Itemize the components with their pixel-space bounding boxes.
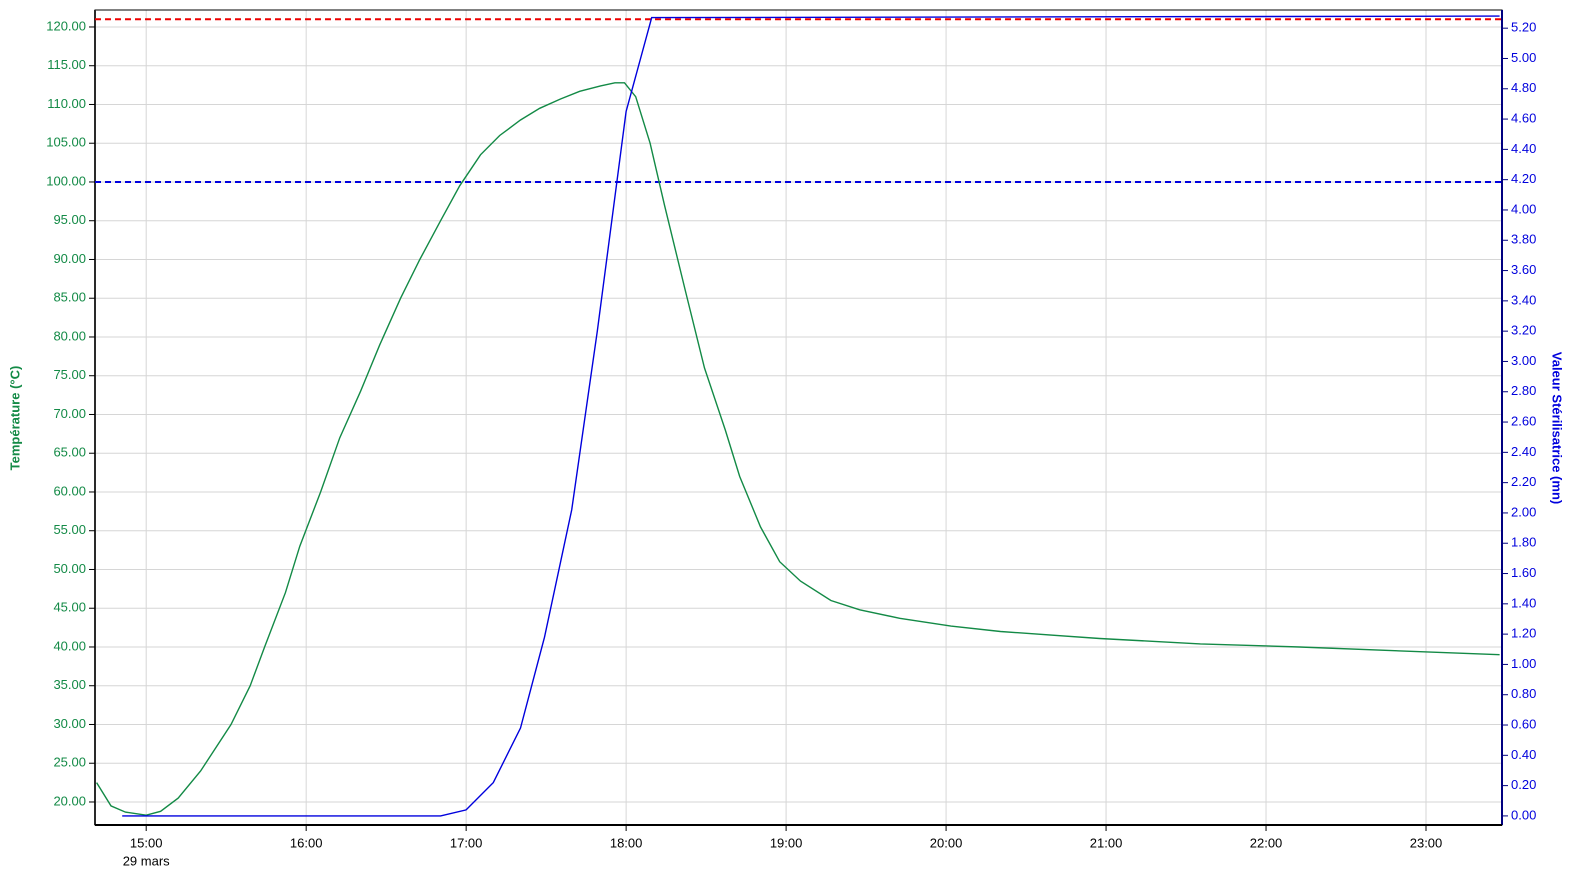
x-tick-label: 15:00: [130, 835, 163, 850]
y2-tick-label: 0.20: [1511, 777, 1536, 792]
y-tick-label: 20.00: [53, 793, 86, 808]
x-tick-label: 19:00: [770, 835, 803, 850]
y2-tick-label: 4.20: [1511, 171, 1536, 186]
y-axis-title: Température (°C): [7, 366, 22, 471]
y2-tick-label: 0.00: [1511, 807, 1536, 822]
y-tick-label: 120.00: [46, 18, 86, 33]
x-tick-label: 21:00: [1090, 835, 1123, 850]
y2-tick-label: 4.00: [1511, 201, 1536, 216]
y-tick-label: 115.00: [47, 57, 86, 72]
y2-tick-label: 1.00: [1511, 656, 1536, 671]
y-tick-label: 75.00: [53, 367, 86, 382]
y2-tick-label: 2.80: [1511, 383, 1536, 398]
y-tick-label: 70.00: [53, 406, 86, 421]
x-tick-label: 23:00: [1410, 835, 1443, 850]
y-tick-label: 50.00: [53, 561, 86, 576]
y2-tick-label: 5.00: [1511, 50, 1536, 65]
y2-tick-label: 0.80: [1511, 686, 1536, 701]
series-line: [122, 15, 1500, 817]
y-tick-label: 90.00: [53, 251, 86, 266]
x-tick-label: 16:00: [290, 835, 323, 850]
y-tick-label: 65.00: [53, 445, 86, 460]
y-tick-label: 25.00: [53, 755, 86, 770]
y2-tick-label: 4.40: [1511, 141, 1536, 156]
y2-tick-label: 3.40: [1511, 292, 1536, 307]
y-tick-label: 110.00: [47, 96, 86, 111]
y-tick-label: 95.00: [53, 212, 86, 227]
y2-tick-label: 5.20: [1511, 20, 1536, 35]
y-tick-label: 100.00: [46, 173, 86, 188]
y-tick-label: 60.00: [53, 483, 86, 498]
y-tick-label: 80.00: [53, 328, 86, 343]
x-tick-label: 20:00: [930, 835, 963, 850]
y2-tick-label: 0.40: [1511, 747, 1536, 762]
y2-tick-label: 1.40: [1511, 595, 1536, 610]
y2-tick-label: 1.80: [1511, 535, 1536, 550]
y2-tick-label: 4.80: [1511, 80, 1536, 95]
x-tick-label: 22:00: [1250, 835, 1283, 850]
y2-tick-label: 1.20: [1511, 626, 1536, 641]
y2-tick-label: 1.60: [1511, 565, 1536, 580]
y2-tick-label: 0.60: [1511, 716, 1536, 731]
y2-tick-label: 2.20: [1511, 474, 1536, 489]
y-tick-label: 40.00: [53, 638, 86, 653]
y-tick-label: 30.00: [53, 716, 86, 731]
y2-tick-label: 3.80: [1511, 232, 1536, 247]
y-tick-label: 55.00: [53, 522, 86, 537]
series-line: [96, 82, 1500, 816]
x-tick-label: 17:00: [450, 835, 483, 850]
y2-tick-label: 3.60: [1511, 262, 1536, 277]
y2-tick-label: 2.40: [1511, 444, 1536, 459]
x-tick-label: 18:00: [610, 835, 643, 850]
y2-tick-label: 3.20: [1511, 323, 1536, 338]
y-tick-label: 45.00: [53, 600, 86, 615]
y-tick-label: 105.00: [46, 135, 86, 150]
y2-tick-label: 2.00: [1511, 504, 1536, 519]
x-date-label: 29 mars: [123, 853, 170, 868]
y2-tick-label: 2.60: [1511, 413, 1536, 428]
y2-axis-title: Valeur Stérilisatrice (mn): [1550, 352, 1565, 504]
y2-tick-label: 4.60: [1511, 111, 1536, 126]
y-tick-label: 85.00: [53, 290, 86, 305]
y2-tick-label: 3.00: [1511, 353, 1536, 368]
y-tick-label: 35.00: [53, 677, 86, 692]
